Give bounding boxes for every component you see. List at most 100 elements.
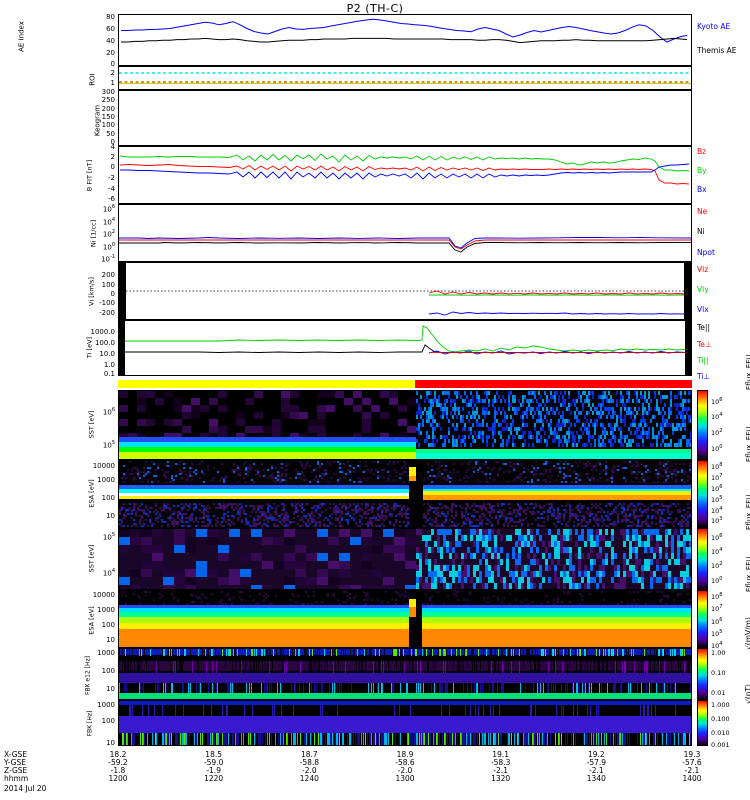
ytick-sst-e-1e6: 106 xyxy=(102,407,115,417)
xtick-time-5: 1340 xyxy=(586,774,606,783)
cbtick-esa-i-1e5: 105 xyxy=(711,629,723,639)
ytick-esa-i-100: 100 xyxy=(101,621,115,629)
cbtick-fbk-b-001: 0.010 xyxy=(711,729,730,737)
panel-ae-index xyxy=(118,14,692,66)
xtick-zgse-4: -2.1 xyxy=(493,766,508,775)
ytick-vi-m100: -100 xyxy=(99,299,115,307)
xtick-zgse-1: -1.9 xyxy=(206,766,221,775)
panel-sst-electron xyxy=(118,390,692,460)
cbtick-sst-e-1e2: 102 xyxy=(711,428,723,438)
cbtick-fbk-b-01: 0.100 xyxy=(711,715,730,723)
ytick-fbk-e-10: 10 xyxy=(106,685,115,693)
xtick-time-6: 1400 xyxy=(682,774,702,783)
ti-traces xyxy=(119,321,691,375)
ytick-esa-i-10: 10 xyxy=(106,636,115,644)
legend-bx: Bx xyxy=(697,185,707,194)
xtick-time-3: 1300 xyxy=(395,774,415,783)
colorbar-fbk-e12 xyxy=(697,648,708,700)
ytick-b-m4: -4 xyxy=(108,185,115,193)
xtick-ygse-0: -59.2 xyxy=(108,758,128,767)
status-bar-segment-yellow xyxy=(118,380,415,388)
xtick-ygse-6: -57.6 xyxy=(682,758,702,767)
fbk-scm-spectrogram xyxy=(119,701,691,745)
legend-bz: Bz xyxy=(697,147,707,156)
ytick-fbk-e-1000: 1000 xyxy=(97,649,115,657)
ytick-b-4: 4 xyxy=(110,143,115,151)
cbtick-sst-e-1e4: 104 xyxy=(711,412,723,422)
ytick-esa-i-10000: 10000 xyxy=(92,591,115,599)
panel-ti xyxy=(118,320,692,376)
xtick-zgse-2: -2.0 xyxy=(302,766,317,775)
ytick-esa-e-10000: 10000 xyxy=(92,462,115,470)
ytick-ni-1em1: 10-1 xyxy=(101,254,115,264)
ae-index-traces xyxy=(121,18,688,44)
ytick-b-m6: -6 xyxy=(108,195,115,203)
cblabel-sst-electron: Eflux, EFU xyxy=(745,354,750,390)
legend-te-par: Te|| xyxy=(697,323,710,332)
ytick-keo-200: 200 xyxy=(101,105,115,113)
xtick-ygse-3: -58.6 xyxy=(395,758,415,767)
b-fit-traces xyxy=(119,153,690,185)
cbtick-esa-e-1e8: 108 xyxy=(711,462,723,472)
date-label: 2014 Jul 20 xyxy=(4,784,47,793)
panel-esa-electron xyxy=(118,460,692,528)
ytick-sst-e-1e5: 105 xyxy=(102,440,115,450)
panel-fbk-scm xyxy=(118,700,692,746)
legend-ti-perp: Ti⊥ xyxy=(697,372,710,381)
colorbar-sst-electron xyxy=(697,390,708,460)
xtick-xgse-0: 18.2 xyxy=(109,750,127,759)
roi-traces xyxy=(119,72,691,84)
axis-label-y-gse: Y-GSE xyxy=(4,758,26,767)
xtick-zgse-3: -2.0 xyxy=(397,766,413,775)
cbtick-sst-i-1e4: 104 xyxy=(711,547,723,557)
panel-sst-ion xyxy=(118,528,692,590)
ytick-vi-200: 200 xyxy=(101,271,115,279)
cbtick-sst-i-1e2: 102 xyxy=(711,561,723,571)
ytick-fbk-e-100: 100 xyxy=(101,667,115,675)
ytick-ae-80: 80 xyxy=(106,13,115,21)
ytick-ni-1e2: 102 xyxy=(102,229,115,239)
xtick-ygse-2: -58.8 xyxy=(299,758,320,767)
cblabel-fbk-e12: √(mV/m) xyxy=(744,617,750,650)
legend-npot: Npot xyxy=(697,248,715,257)
ytick-keo-50: 50 xyxy=(106,130,115,138)
ytick-b-2: 2 xyxy=(110,153,115,161)
status-bar-segment-red xyxy=(415,380,692,388)
ytick-ae-20: 20 xyxy=(106,49,115,57)
colorbar-sst-ion xyxy=(697,528,708,590)
xtick-zgse-0: -1.8 xyxy=(110,766,126,775)
ytick-keo-250: 250 xyxy=(101,96,115,104)
xtick-zgse-6: -2.1 xyxy=(684,766,700,775)
cbtick-esa-e-1e4: 104 xyxy=(711,506,723,516)
legend-ti-par: Ti|| xyxy=(697,356,709,365)
ytick-ti-100: 100.0 xyxy=(94,339,115,347)
vi-traces xyxy=(119,263,691,319)
axis-label-x-gse: X-GSE xyxy=(4,750,28,759)
cbtick-esa-e-1e6: 106 xyxy=(711,484,723,494)
cbtick-esa-i-1e4: 104 xyxy=(711,641,723,651)
ytick-esa-e-10: 10 xyxy=(106,512,115,520)
cblabel-esa-electron: Eflux, EFU xyxy=(745,426,750,462)
cblabel-fbk-scm: √(nT) xyxy=(744,684,750,704)
cbtick-esa-i-1e6: 106 xyxy=(711,617,723,627)
ytick-esa-i-1000: 1000 xyxy=(97,606,115,614)
ytick-ti-1: 1.0 xyxy=(103,361,115,369)
colorbar-fbk-scm xyxy=(697,700,708,746)
cbtick-fbk-e-1: 1.00 xyxy=(711,649,726,657)
panel-roi xyxy=(118,66,692,90)
esa-ion-spectrogram xyxy=(119,591,691,647)
axis-label-z-gse: Z-GSE xyxy=(4,766,28,775)
cbtick-sst-e-1e6: 106 xyxy=(711,397,723,407)
ytick-b-m2: -2 xyxy=(108,174,115,182)
panel-fbk-e12 xyxy=(118,648,692,700)
ytick-ti-01: 0.1 xyxy=(103,370,115,378)
panel-b-fit xyxy=(118,146,692,204)
cblabel-esa-ion: Eflux, EFU xyxy=(745,556,750,592)
ytick-roi-1: 1 xyxy=(110,79,115,87)
ytick-fbk-b-1000: 1000 xyxy=(97,701,115,709)
cbtick-fbk-b-0001: 0.001 xyxy=(711,741,730,749)
sst-electron-spectrogram xyxy=(119,391,691,459)
ytick-ni-1e0: 100 xyxy=(102,242,115,252)
ytick-keo-300: 300 xyxy=(101,88,115,96)
